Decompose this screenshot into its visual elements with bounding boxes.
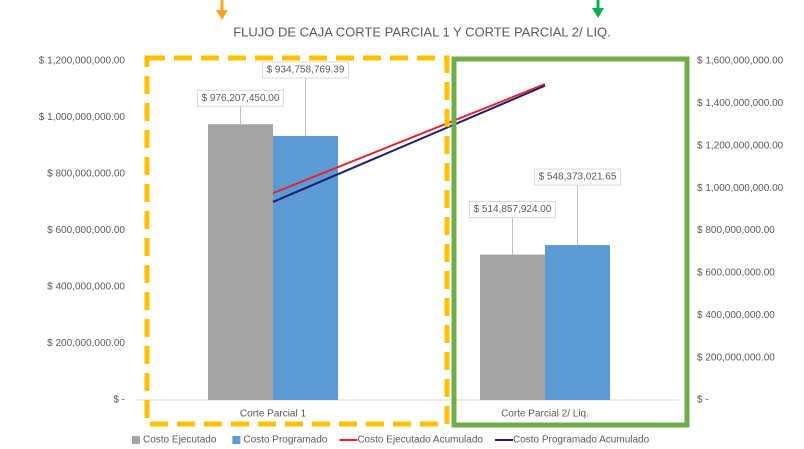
bar [208, 124, 273, 400]
y-tick-label: $ - [113, 395, 125, 406]
data-label-box [469, 201, 556, 219]
legend-swatch [132, 436, 140, 444]
x-tick-label: Corte Parcial 1 [240, 409, 307, 420]
data-label-box [197, 89, 284, 107]
data-label-box [262, 61, 349, 79]
bar [545, 245, 610, 400]
legend-label: Costo Programado [243, 435, 327, 446]
y2-tick-label: $ 200,000,000.00 [697, 352, 775, 363]
y2-tick-label: $ 1,000,000,000.00 [697, 183, 784, 194]
legend-label: Costo Ejecutado Acumulado [357, 435, 483, 446]
y-tick-label: $ 400,000,000.00 [47, 282, 125, 293]
y2-tick-label: $ 800,000,000.00 [697, 225, 775, 236]
highlight-box-green [451, 56, 690, 428]
y2-tick-label: $ - [697, 395, 709, 406]
line-series [272, 84, 546, 203]
legend-swatch [232, 436, 241, 444]
y-tick-label: $ 200,000,000.00 [47, 338, 125, 349]
y-tick-label: $ 1,200,000,000.00 [39, 56, 126, 67]
x-tick-label: Corte Parcial 2/ Liq. [501, 409, 589, 420]
bar [273, 135, 338, 400]
data-label-box [534, 168, 621, 186]
legend-label: Costo Ejecutado [143, 435, 217, 446]
plot-area: $ - $ 200,000,000.00 $ 400,000,000.00 $ 600… [39, 56, 784, 420]
data-label: $ 976,207,450.00 [202, 93, 280, 104]
data-label: $ 548,373,021.65 [539, 172, 617, 183]
chart-title: FLUJO DE CAJA CORTE PARCIAL 1 Y CORTE PA… [233, 24, 611, 39]
arrow-orange [216, 0, 228, 20]
y2-tick-label: $ 600,000,000.00 [697, 268, 775, 279]
line-series [272, 83, 546, 195]
highlight-box-orange [144, 55, 450, 427]
y2-tick-label: $ 1,200,000,000.00 [697, 140, 784, 151]
y-tick-label: $ 800,000,000.00 [47, 169, 125, 180]
y2-tick-label: $ 400,000,000.00 [697, 310, 775, 321]
y-tick-label: $ 600,000,000.00 [47, 225, 125, 236]
data-label: $ 514,857,924.00 [474, 204, 552, 215]
y-tick-label: $ 1,000,000,000.00 [39, 112, 126, 123]
bar [480, 254, 545, 400]
arrow-green [592, 0, 604, 18]
y2-tick-label: $ 1,600,000,000.00 [697, 56, 784, 67]
data-label: $ 934,758,769.39 [267, 65, 345, 76]
legend-label: Costo Programado Acumulado [513, 435, 650, 446]
y2-tick-label: $ 1,400,000,000.00 [697, 98, 784, 109]
